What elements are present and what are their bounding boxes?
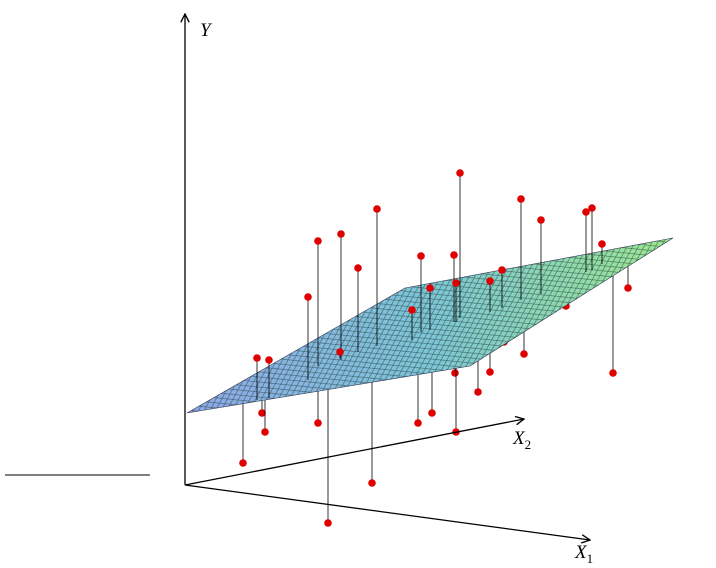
data-point — [517, 195, 525, 203]
x1-label-main: X — [574, 542, 588, 563]
data-point — [452, 279, 460, 287]
data-point — [253, 354, 261, 362]
data-point — [598, 240, 606, 248]
data-point — [537, 216, 545, 224]
data-point — [582, 208, 590, 216]
data-point — [408, 306, 416, 314]
data-point — [451, 369, 459, 377]
x2-label-sub: 2 — [525, 437, 532, 452]
data-point — [336, 348, 344, 356]
data-point — [426, 284, 434, 292]
data-point — [258, 409, 266, 417]
data-point — [324, 519, 332, 527]
x1-label-sub: 1 — [587, 551, 594, 566]
data-point — [498, 266, 506, 274]
data-point — [368, 479, 376, 487]
data-point — [337, 230, 345, 238]
data-point — [261, 428, 269, 436]
data-point — [417, 252, 425, 260]
data-point — [354, 264, 362, 272]
data-point — [304, 293, 312, 301]
x1-axis — [184, 484, 590, 540]
x1-label: X1 — [574, 542, 593, 566]
data-point — [450, 251, 458, 259]
data-point — [373, 205, 381, 213]
data-point — [428, 409, 436, 417]
data-point — [414, 419, 422, 427]
x2-axis — [184, 419, 524, 486]
points-above — [253, 169, 606, 400]
y-label: Y — [200, 20, 213, 41]
data-point — [265, 356, 273, 364]
data-point — [486, 368, 494, 376]
data-point — [609, 369, 617, 377]
data-point — [520, 350, 528, 358]
data-point — [314, 237, 322, 245]
data-point — [624, 284, 632, 292]
x2-label-main: X — [512, 428, 526, 449]
data-point — [474, 388, 482, 396]
data-point — [486, 277, 494, 285]
data-point — [456, 169, 464, 177]
data-point — [588, 204, 596, 212]
data-point — [314, 419, 322, 427]
x2-label: X2 — [512, 428, 531, 452]
data-point — [239, 459, 247, 467]
